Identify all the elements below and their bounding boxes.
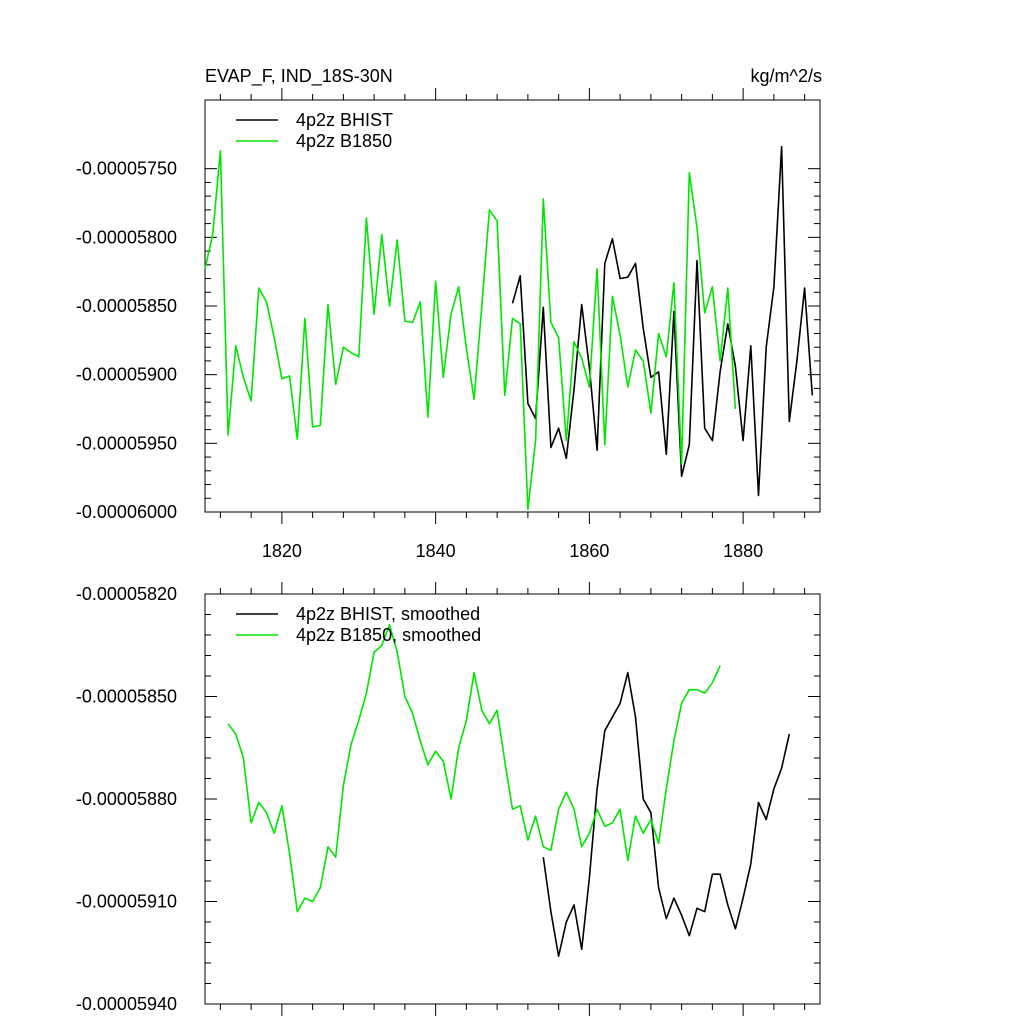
top-x-tick-label: 1860 xyxy=(569,541,609,561)
bottom-y-tick-label: -0.00005850 xyxy=(76,687,177,707)
bottom-y-tick-label: -0.00005820 xyxy=(76,584,177,604)
bottom-panel-smoothed-series: -0.00005820 -0.00005850 -0.00005880 -0.0000… xyxy=(76,582,821,1016)
top-panel-raw-series: 1820 1840 1860 1880 -0.00005750 -0.00005800 -0… xyxy=(76,88,821,561)
top-legend-label: 4p2z B1850 xyxy=(296,131,392,151)
bottom-y-tick-label: -0.00005940 xyxy=(76,994,177,1014)
top-y-tick-label: -0.00005850 xyxy=(76,296,177,316)
top-x-tick-label: 1880 xyxy=(723,541,763,561)
top-x-tick-label: 1820 xyxy=(262,541,302,561)
bottom-y-tick-label: -0.00005910 xyxy=(76,892,177,912)
top-series-line-bhist xyxy=(511,145,814,497)
bottom-plot-frame xyxy=(204,593,821,1005)
top-series-line-b1850 xyxy=(204,150,737,511)
top-plot-frame xyxy=(204,99,821,513)
top-y-tick-label: -0.00005750 xyxy=(76,159,177,179)
top-y-tick-label: -0.00005950 xyxy=(76,433,177,453)
bottom-series-line-b1850 xyxy=(227,623,721,913)
top-y-tick-label: -0.00005900 xyxy=(76,365,177,385)
bottom-series-line-bhist xyxy=(542,671,791,958)
bottom-legend-label: 4p2z BHIST, smoothed xyxy=(296,604,480,624)
top-y-tick-label: -0.00006000 xyxy=(76,502,177,522)
bottom-y-tick-label: -0.00005880 xyxy=(76,789,177,809)
chart-title-variable-region: EVAP_F, IND_18S-30N xyxy=(205,66,393,87)
top-y-tick-label: -0.00005800 xyxy=(76,227,177,247)
top-x-tick-label: 1840 xyxy=(416,541,456,561)
chart-units-label: kg/m^2/s xyxy=(751,66,822,86)
top-legend-label: 4p2z BHIST xyxy=(296,110,393,130)
bottom-legend-label: 4p2z B1850, smoothed xyxy=(296,625,481,645)
